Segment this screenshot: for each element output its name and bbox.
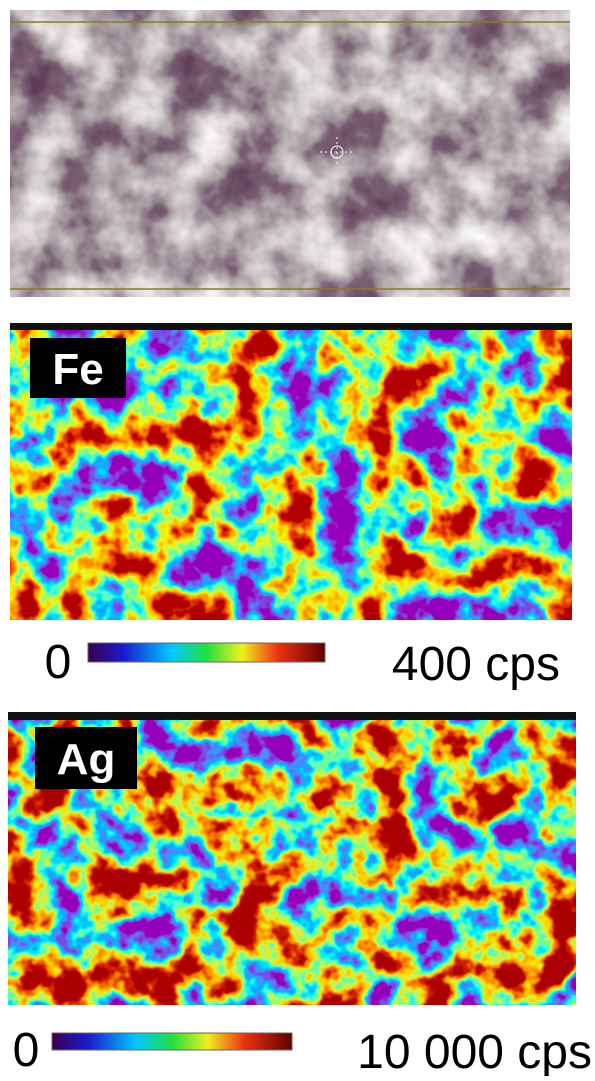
scale-min: 0 bbox=[13, 1024, 40, 1076]
color-bar bbox=[87, 642, 326, 663]
label-box bbox=[30, 338, 126, 398]
crosshair bbox=[320, 137, 354, 167]
element-label: Ag bbox=[57, 735, 116, 784]
color-bar bbox=[51, 1032, 293, 1051]
scale-max: 400 cps bbox=[392, 638, 560, 691]
scale-max: 10 000 cps bbox=[357, 1026, 592, 1076]
label-box bbox=[35, 727, 137, 789]
element-label: Fe bbox=[52, 345, 103, 394]
scale-min: 0 bbox=[45, 636, 72, 689]
micrograph bbox=[9, 9, 571, 298]
